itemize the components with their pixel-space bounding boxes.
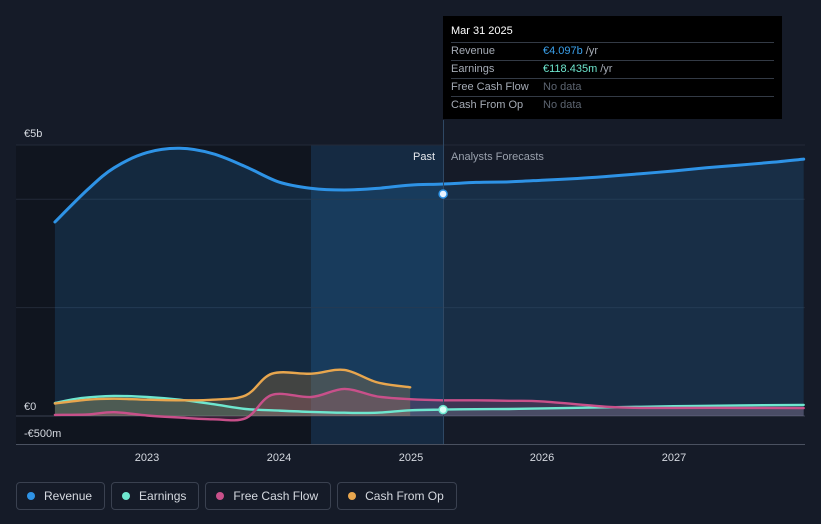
legend-label: Revenue bbox=[44, 489, 93, 503]
tooltip-row-cash-from-op: Cash From Op No data bbox=[451, 97, 774, 114]
markers bbox=[438, 189, 448, 415]
revenue-area bbox=[54, 148, 804, 417]
x-tick-2026: 2026 bbox=[530, 452, 554, 464]
tooltip-value: No data bbox=[543, 99, 582, 111]
earnings-marker bbox=[438, 404, 448, 415]
earnings-area bbox=[54, 395, 804, 416]
tooltip-label: Free Cash Flow bbox=[451, 81, 529, 93]
series-layer bbox=[53, 146, 806, 422]
y-label-bottom: -€500m bbox=[24, 428, 61, 440]
legend-label: Earnings bbox=[139, 489, 187, 503]
legend-dot-icon bbox=[122, 492, 131, 500]
legend-item-cash-from-op[interactable]: Cash From Op bbox=[337, 482, 457, 510]
x-tick-2023: 2023 bbox=[135, 452, 159, 464]
legend-label: Cash From Op bbox=[365, 489, 444, 503]
y-label-top: €5b bbox=[24, 128, 42, 140]
tooltip-row-free-cash-flow: Free Cash Flow No data bbox=[451, 79, 774, 97]
revenue-marker bbox=[438, 189, 448, 199]
legend-item-revenue[interactable]: Revenue bbox=[16, 482, 106, 510]
revenue-line bbox=[53, 146, 806, 224]
cash-from-op-line bbox=[53, 368, 412, 405]
tooltip-row-earnings: Earnings €118.435m /yr bbox=[451, 61, 774, 79]
tooltip-value: €4.097b bbox=[543, 45, 583, 57]
x-tick-2025: 2025 bbox=[399, 452, 423, 464]
legend-label: Free Cash Flow bbox=[233, 489, 319, 503]
tooltip-value: €118.435m bbox=[543, 63, 598, 75]
tooltip-value: No data bbox=[543, 81, 582, 93]
tooltip-label: Cash From Op bbox=[451, 99, 524, 111]
legend: Revenue Earnings Free Cash Flow Cash Fro… bbox=[16, 482, 457, 510]
x-tick-2027: 2027 bbox=[662, 452, 686, 464]
tooltip-label: Earnings bbox=[451, 63, 495, 75]
legend-item-earnings[interactable]: Earnings bbox=[111, 482, 200, 510]
forecast-label: Analysts Forecasts bbox=[451, 151, 544, 163]
tooltip-unit: /yr bbox=[600, 63, 613, 75]
tooltip: Mar 31 2025 Revenue €4.097b /yr Earnings… bbox=[443, 16, 782, 119]
highlight-band bbox=[311, 145, 443, 444]
tooltip-label: Revenue bbox=[451, 45, 496, 57]
x-axis-ticks: 2023 2024 2025 2026 2027 bbox=[135, 452, 686, 464]
legend-dot-icon bbox=[27, 492, 35, 500]
cash-from-op-area bbox=[54, 369, 411, 416]
legend-dot-icon bbox=[348, 492, 357, 500]
free-cash-flow-area bbox=[54, 388, 804, 421]
past-region-shade bbox=[16, 145, 311, 444]
x-tick-2024: 2024 bbox=[267, 452, 291, 464]
past-label: Past bbox=[413, 151, 435, 163]
tooltip-date: Mar 31 2025 bbox=[451, 24, 774, 43]
tooltip-unit: /yr bbox=[585, 45, 598, 57]
free-cash-flow-line bbox=[53, 387, 805, 422]
tooltip-row-revenue: Revenue €4.097b /yr bbox=[451, 43, 774, 61]
legend-item-free-cash-flow[interactable]: Free Cash Flow bbox=[205, 482, 332, 510]
legend-dot-icon bbox=[216, 492, 225, 500]
y-label-zero: €0 bbox=[24, 401, 36, 413]
